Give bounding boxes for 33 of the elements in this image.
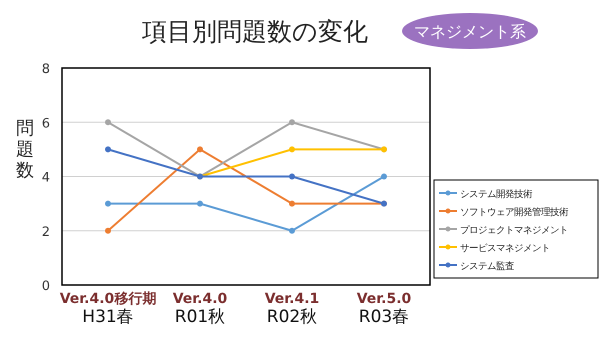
text: Ver.4.0移行期 [60, 291, 156, 307]
text: Ver.5.0 [356, 291, 412, 307]
point [289, 146, 295, 152]
x-tick-label: R02秋 [266, 307, 318, 327]
point [197, 200, 203, 207]
point [289, 119, 295, 126]
legend-label: システム開発技術 [460, 189, 532, 200]
legend-label: ソフトウェア開発管理技術 [460, 207, 568, 218]
point [105, 146, 111, 152]
point [105, 119, 111, 126]
legend-label: プロジェクトマネジメント [460, 225, 568, 236]
x-tick-label: H31春 [82, 307, 134, 327]
point [289, 174, 295, 180]
x-tick-label: R03春 [358, 307, 410, 327]
point [105, 228, 111, 234]
text: Ver.4.0 [172, 291, 228, 307]
point [381, 174, 387, 180]
x-tick-label: R01秋 [174, 307, 226, 327]
y-axis-title: 問題数 [16, 118, 34, 181]
point [289, 200, 295, 207]
chart-title: 項目別問題数の変化 [141, 17, 368, 46]
y-tick-label: 6 [42, 116, 50, 132]
text: Ver.4.1 [264, 291, 320, 307]
y-tick-label: 8 [42, 62, 50, 77]
y-tick-label: 4 [42, 170, 50, 186]
legend-label: システム監査 [460, 261, 514, 272]
y-tick-label: 2 [42, 224, 50, 240]
point [105, 200, 111, 207]
legend-label: サービスマネジメント [460, 243, 550, 254]
point [289, 228, 295, 234]
point [197, 146, 203, 152]
text: マネジメント系 [414, 22, 526, 41]
y-tick-label: 0 [42, 279, 50, 294]
